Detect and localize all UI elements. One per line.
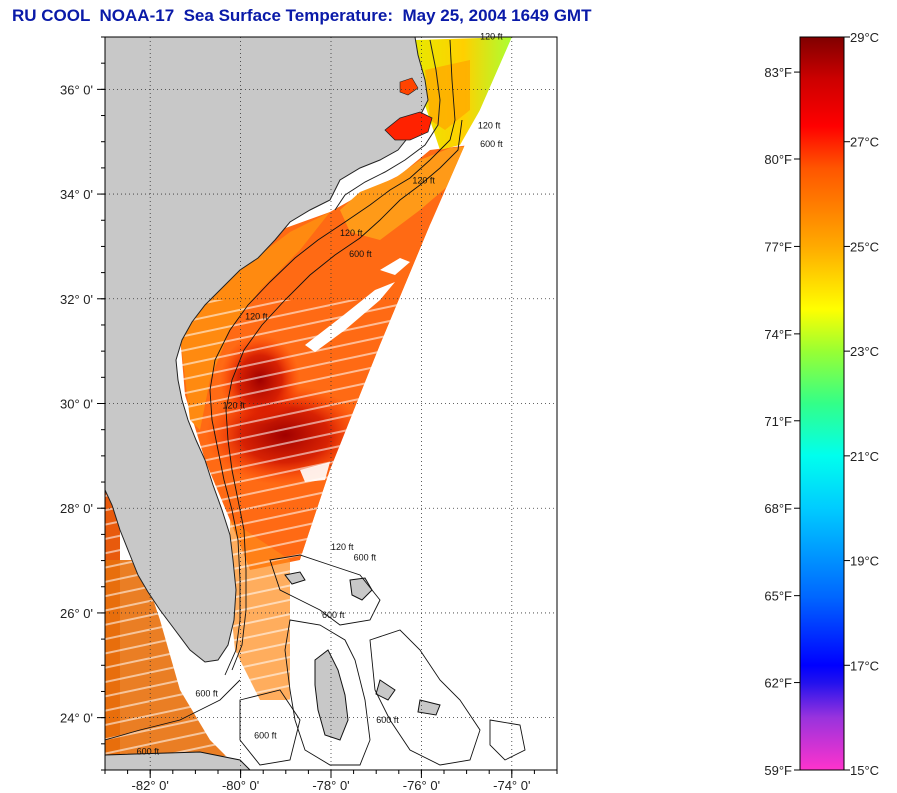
- colorbar-ticks: [794, 36, 850, 771]
- fahrenheit-label: 80°F: [764, 152, 792, 167]
- axis-tick-labels: 24° 0' 26° 0' 28° 0' 30° 0' 32° 0' 34° 0' 36° …: [60, 82, 530, 793]
- contour-label: 120 ft: [480, 32, 503, 42]
- contour-label: 600 ft: [322, 610, 345, 620]
- lat-tick-label: 24° 0': [60, 711, 93, 726]
- fahrenheit-label: 77°F: [764, 239, 792, 254]
- celsius-label: 23°C: [850, 344, 879, 359]
- shelf-contours: [105, 39, 463, 741]
- lon-tick-label: -74° 0': [493, 778, 530, 793]
- lon-tick-label: -82° 0': [132, 778, 169, 793]
- lat-tick-label: 32° 0': [60, 292, 93, 307]
- celsius-label: 15°C: [850, 763, 879, 778]
- us-land: [105, 37, 429, 663]
- contour-label: 120 ft: [340, 228, 363, 238]
- fahrenheit-label: 62°F: [764, 676, 792, 691]
- contour-label: 120 ft: [331, 542, 354, 552]
- fahrenheit-label: 68°F: [764, 501, 792, 516]
- contour-label: 600 ft: [195, 689, 218, 699]
- contour-label: 600 ft: [480, 139, 503, 149]
- celsius-label: 21°C: [850, 449, 879, 464]
- contour-label: 600 ft: [376, 715, 399, 725]
- bahamas-islands: [105, 571, 441, 770]
- contour-label: 600 ft: [354, 553, 377, 563]
- contour-label: 120 ft: [478, 121, 501, 131]
- lat-tick-label: 28° 0': [60, 501, 93, 516]
- axis-ticks: [97, 36, 558, 778]
- contour-label: 120 ft: [412, 176, 435, 186]
- colorbar-labels: 83°F 80°F 77°F 74°F 71°F 68°F 65°F 62°F 59°F 29°C…: [764, 30, 879, 778]
- sound-water: [384, 111, 433, 141]
- contour-label: 600 ft: [137, 746, 160, 756]
- contour-label: 120 ft: [245, 312, 268, 322]
- celsius-label: 17°C: [850, 658, 879, 673]
- fahrenheit-label: 65°F: [764, 589, 792, 604]
- celsius-label: 27°C: [850, 135, 879, 150]
- lat-tick-label: 34° 0': [60, 187, 93, 202]
- fahrenheit-label: 71°F: [764, 414, 792, 429]
- lat-tick-label: 30° 0': [60, 397, 93, 412]
- fahrenheit-label: 74°F: [764, 327, 792, 342]
- fahrenheit-label: 83°F: [764, 65, 792, 80]
- contour-label: 600 ft: [349, 249, 372, 259]
- lon-tick-label: -80° 0': [222, 778, 259, 793]
- map-title: RU COOL NOAA-17 Sea Surface Temperature:…: [12, 6, 592, 25]
- lat-tick-label: 36° 0': [60, 82, 93, 97]
- celsius-label: 29°C: [850, 30, 879, 45]
- lon-tick-label: -76° 0': [403, 778, 440, 793]
- graticule: [105, 37, 557, 770]
- contour-label: 120 ft: [223, 401, 246, 411]
- lon-tick-label: -78° 0': [312, 778, 349, 793]
- colorbar: [799, 36, 845, 771]
- fahrenheit-label: 59°F: [764, 763, 792, 778]
- celsius-label: 25°C: [850, 239, 879, 254]
- contour-label: 600 ft: [254, 731, 277, 741]
- bank-contours: [239, 554, 526, 766]
- lat-tick-label: 26° 0': [60, 606, 93, 621]
- celsius-label: 19°C: [850, 554, 879, 569]
